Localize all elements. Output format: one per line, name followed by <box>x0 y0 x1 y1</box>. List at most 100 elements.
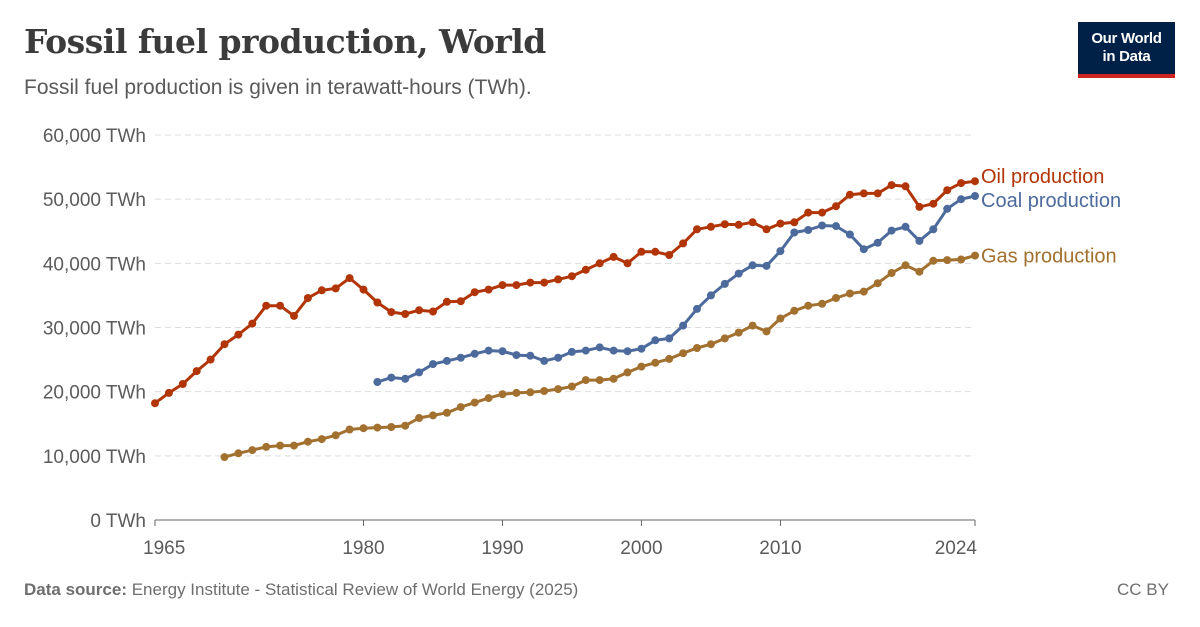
data-point <box>415 414 424 422</box>
data-point <box>595 259 604 268</box>
data-point <box>373 378 382 386</box>
data-point <box>637 362 646 371</box>
data-point <box>567 272 576 281</box>
data-point <box>832 222 840 231</box>
data-point <box>401 421 410 430</box>
data-point <box>526 278 535 287</box>
data-point <box>637 344 646 353</box>
data-point <box>401 374 410 383</box>
data-point <box>776 219 785 228</box>
data-point <box>943 204 952 213</box>
data-point <box>637 247 646 256</box>
data-point <box>887 226 896 235</box>
data-point <box>248 446 257 455</box>
data-point <box>734 220 743 229</box>
y-tick-label: 10,000 TWh <box>43 447 146 468</box>
data-point <box>832 294 840 302</box>
data-point <box>818 221 827 230</box>
data-point <box>845 190 854 199</box>
data-point <box>359 285 368 294</box>
data-point <box>762 225 771 234</box>
chart-subtitle: Fossil fuel production is given in teraw… <box>24 76 532 99</box>
data-point <box>748 261 757 270</box>
data-point <box>567 347 576 356</box>
data-point <box>693 304 701 313</box>
data-point <box>929 199 938 208</box>
data-point <box>345 274 354 283</box>
data-point <box>429 307 437 316</box>
data-point <box>859 287 868 296</box>
data-point <box>915 267 924 276</box>
data-point <box>303 294 312 302</box>
data-source-label: Data source: <box>24 580 127 599</box>
data-point <box>693 225 701 234</box>
data-point <box>415 306 424 315</box>
x-tick-label: 1980 <box>342 538 384 559</box>
data-point <box>818 208 827 217</box>
axes: 0 TWh 10,000 TWh 20,000 TWh 30,000 TWh 40,00… <box>43 126 978 559</box>
data-point <box>484 346 493 355</box>
data-point <box>220 453 229 462</box>
data-point <box>498 347 507 356</box>
data-point <box>276 441 285 450</box>
data-point <box>373 423 382 432</box>
x-tick-label: 1990 <box>481 538 523 559</box>
our-world-in-data-logo[interactable]: Our World in Data <box>1078 22 1175 78</box>
data-point <box>484 285 493 294</box>
data-point <box>971 251 979 260</box>
data-point <box>387 308 396 317</box>
data-point <box>887 181 896 190</box>
data-point <box>470 398 479 407</box>
data-point <box>554 353 563 362</box>
data-point <box>470 288 479 297</box>
data-point <box>554 275 563 284</box>
data-point <box>581 376 590 385</box>
data-point <box>943 186 952 195</box>
data-point <box>845 230 854 239</box>
data-point <box>512 281 521 290</box>
data-point <box>387 373 396 382</box>
series <box>151 177 979 462</box>
data-point <box>873 238 882 247</box>
data-point <box>317 435 326 444</box>
x-tick-label: 2024 <box>935 538 978 559</box>
data-point <box>651 247 660 256</box>
data-point <box>790 218 799 227</box>
data-point <box>706 340 715 349</box>
y-tick-label: 20,000 TWh <box>43 383 146 404</box>
data-point <box>734 328 743 337</box>
data-point <box>303 437 312 446</box>
data-point <box>429 360 437 369</box>
data-point <box>540 387 549 395</box>
data-point <box>387 423 396 431</box>
data-point <box>720 220 729 229</box>
data-point <box>845 289 854 298</box>
data-point <box>957 179 966 188</box>
data-point <box>317 286 326 295</box>
license-link[interactable]: CC BY <box>1117 580 1169 599</box>
data-point <box>832 202 840 211</box>
data-point <box>234 449 243 458</box>
data-point <box>859 189 868 198</box>
data-point <box>442 408 451 417</box>
logo-line-2: in Data <box>1102 48 1151 65</box>
chart-title: Fossil fuel production, World <box>24 22 546 61</box>
data-point <box>748 321 757 330</box>
series-label-oil-production: Oil production <box>981 166 1104 188</box>
data-point <box>373 298 382 307</box>
data-point <box>971 177 979 186</box>
data-point <box>790 306 799 315</box>
data-point <box>804 208 813 217</box>
data-source-text[interactable]: Energy Institute - Statistical Review of… <box>131 580 579 599</box>
data-point <box>331 431 340 440</box>
data-point <box>401 310 410 318</box>
data-point <box>234 330 243 339</box>
data-point <box>957 195 966 204</box>
data-point <box>901 261 910 270</box>
data-point <box>915 202 924 211</box>
data-point <box>442 297 451 306</box>
data-point <box>720 334 729 343</box>
data-point <box>706 291 715 300</box>
data-point <box>901 182 910 191</box>
gridlines <box>155 134 975 457</box>
